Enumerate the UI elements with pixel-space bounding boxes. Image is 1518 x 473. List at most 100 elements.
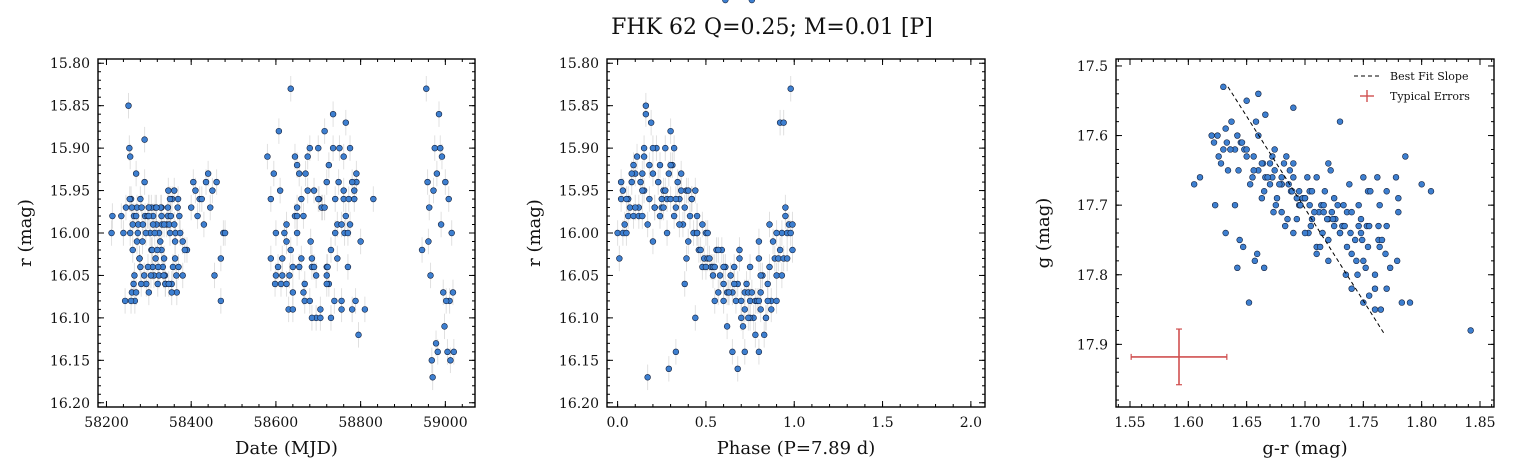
phased-point <box>715 246 722 254</box>
lightcurve-point <box>306 297 313 305</box>
lightcurve-point <box>127 297 135 305</box>
cmd-point <box>1258 195 1266 202</box>
phased-point <box>655 178 662 186</box>
cmd-ytick-label: 17.6 <box>1077 129 1108 145</box>
lightcurve-point <box>171 238 179 245</box>
phased-point <box>626 204 634 211</box>
lightcurve-ytick-label: 16.15 <box>50 353 90 369</box>
cmd-point <box>1371 285 1379 292</box>
lightcurve-point <box>211 272 218 279</box>
lightcurve-point <box>279 255 286 262</box>
phased-point <box>755 255 763 262</box>
lightcurve-point <box>353 170 360 177</box>
figure-title: FHK 62 Q=0.25; M=0.01 [P] <box>611 15 933 40</box>
lightcurve-point <box>194 212 201 220</box>
phased-point <box>755 297 763 305</box>
lightcurve-point <box>141 178 148 186</box>
lightcurve-point <box>154 280 161 288</box>
cmd-point <box>1208 132 1215 139</box>
cmd-point <box>1246 181 1254 188</box>
lightcurve-point <box>302 170 309 177</box>
cmd-point <box>1308 188 1316 195</box>
lightcurve-point <box>129 246 136 254</box>
lightcurve-point <box>418 246 426 254</box>
lightcurve-xtick-label: 58200 <box>84 415 129 431</box>
cmd-point <box>1346 181 1353 188</box>
lightcurve-point <box>217 255 225 262</box>
lightcurve-point <box>166 229 174 237</box>
cmd-point <box>1383 222 1390 230</box>
lightcurve-point <box>151 229 158 237</box>
phased-point <box>656 161 664 169</box>
phased-point <box>773 297 780 305</box>
lightcurve-point <box>308 255 316 262</box>
lightcurve-point <box>283 238 290 245</box>
cmd-point <box>1336 118 1344 125</box>
phased-point <box>619 187 627 194</box>
phased-point <box>720 297 727 305</box>
lightcurve-point <box>272 229 280 237</box>
lightcurve-point <box>276 187 284 194</box>
cmd-xtick-label: 1.75 <box>1348 415 1379 431</box>
lightcurve-point <box>173 272 180 279</box>
cmd-point <box>1393 257 1401 265</box>
lightcurve-point <box>134 229 142 237</box>
lightcurve-point <box>342 119 350 126</box>
lightcurve-ytick-label: 16.20 <box>50 396 90 412</box>
phased-point <box>768 306 775 313</box>
lightcurve-point <box>306 144 313 152</box>
cmd-point <box>1376 201 1383 209</box>
lightcurve-point <box>317 306 324 313</box>
lightcurve-point <box>274 263 282 271</box>
phased-point <box>630 212 637 220</box>
phased-point <box>692 187 699 194</box>
lightcurve-point <box>176 212 183 220</box>
phased-point <box>656 212 664 220</box>
cmd-point <box>1311 208 1318 216</box>
cmd-ytick-label: 17.7 <box>1077 198 1108 214</box>
best-fit-line <box>1227 86 1385 335</box>
cmd-point <box>1283 153 1290 160</box>
phased-point <box>778 272 786 279</box>
phased-point <box>776 246 784 254</box>
phased-point <box>674 178 681 186</box>
cmd-point <box>1290 104 1297 111</box>
phased-point <box>766 221 773 228</box>
cmd-point <box>1347 229 1354 237</box>
cmd-point <box>1271 146 1278 153</box>
phased-point <box>746 263 754 271</box>
lightcurve-point <box>425 238 432 245</box>
lightcurve-point <box>171 255 179 262</box>
lightcurve-point <box>332 195 339 203</box>
lightcurve-point <box>342 212 350 220</box>
phased-ytick-label: 16.05 <box>559 268 599 284</box>
cmd-xtick-label: 1.65 <box>1231 415 1262 431</box>
lightcurve-point <box>317 314 324 322</box>
cmd-point <box>1348 250 1355 258</box>
lightcurve-point <box>287 85 294 92</box>
lightcurve-point <box>310 187 318 194</box>
cmd-point <box>1301 229 1309 237</box>
cmd-point <box>1280 160 1288 167</box>
phased-point <box>660 204 667 211</box>
lightcurve-xlabel: Date (MJD) <box>235 438 338 459</box>
lightcurve-point <box>321 204 328 211</box>
phased-panel: 0.0 0.5 1.0 1.5 2.0 15.80 15.85 15.90 15.95 16.00… <box>524 0 986 459</box>
lightcurve-point <box>279 272 286 279</box>
cmd-point <box>1281 222 1289 230</box>
cmd-point <box>1325 160 1332 167</box>
phased-point <box>683 255 690 262</box>
lightcurve-point <box>304 153 311 160</box>
cmd-point <box>1321 188 1329 195</box>
phased-point <box>783 255 791 262</box>
phased-point <box>782 212 789 220</box>
cmd-point <box>1365 292 1373 299</box>
phased-point <box>686 212 694 220</box>
cmd-point <box>1327 167 1334 174</box>
phased-point <box>649 238 657 245</box>
lightcurve-point <box>204 170 212 177</box>
lightcurve-ytick-label: 16.05 <box>50 268 90 284</box>
phased-point <box>637 178 644 186</box>
lightcurve-point <box>160 272 167 279</box>
phased-point <box>738 314 745 322</box>
